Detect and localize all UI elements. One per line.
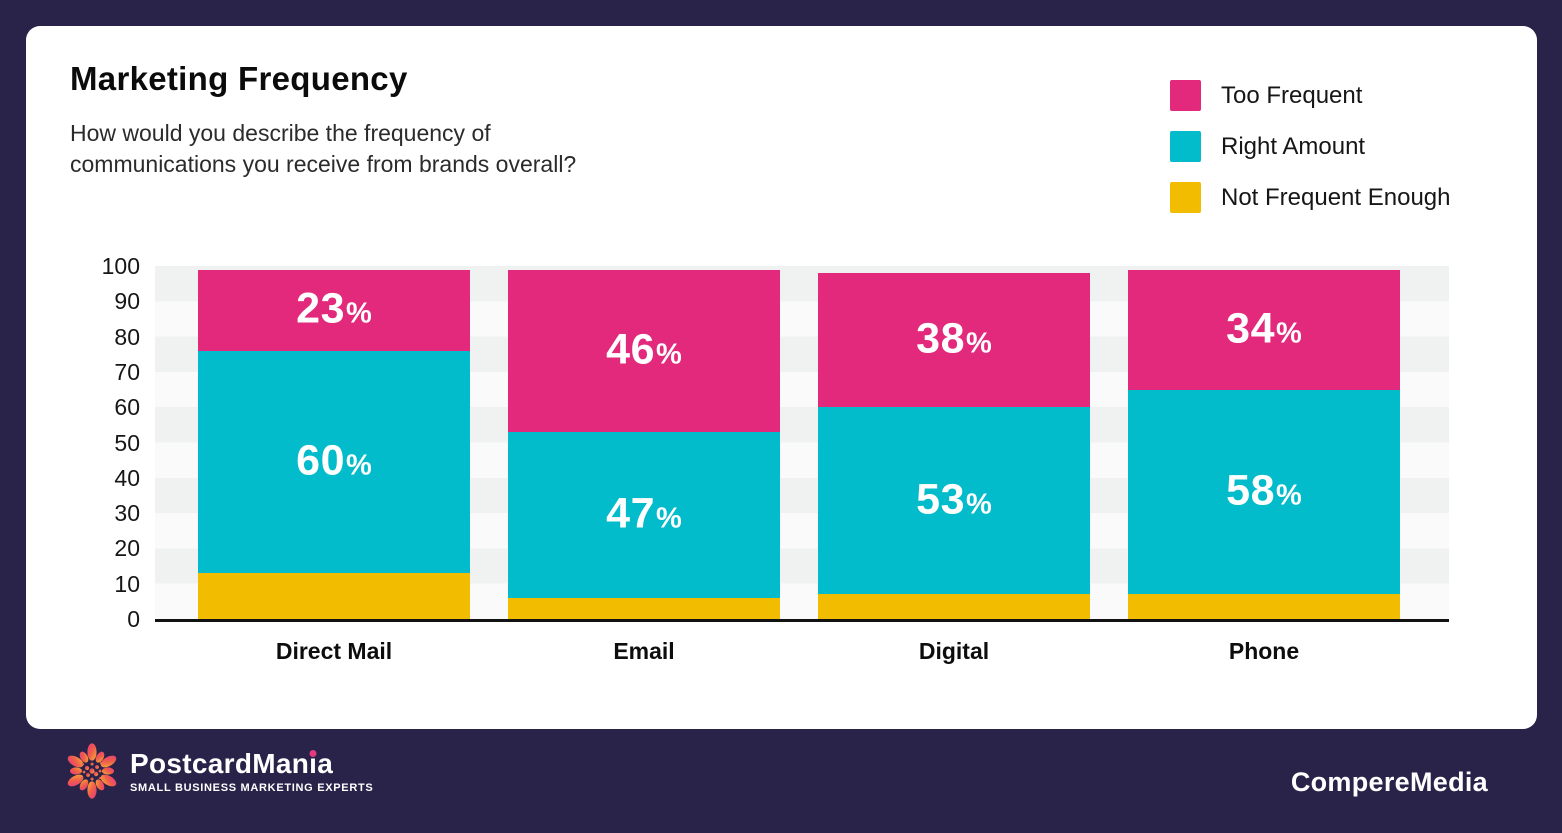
category-label-phone: Phone	[1228, 638, 1300, 664]
y-axis-tick-label: 20	[114, 535, 140, 562]
y-axis-tick-label: 40	[114, 464, 140, 491]
bar-segment-label: 34%	[1128, 304, 1400, 353]
legend-swatch-too-frequent	[1170, 80, 1201, 111]
plot-area: 60% 23% 47% 46% 53% 38% 58% 34%	[155, 266, 1449, 619]
bar-segment-value: 58	[1226, 466, 1276, 515]
bar-segment-label: 47%	[508, 489, 780, 538]
y-axis-tick-label: 80	[114, 323, 140, 350]
bar-phone: 58% 34%	[1128, 269, 1400, 619]
bar-segment-percent-sign: %	[1276, 317, 1302, 350]
comperemedia-logo: CompereMedia	[1290, 767, 1488, 797]
legend-item-too-frequent: Too Frequent	[1170, 80, 1362, 111]
bar-segment-label: 58%	[1128, 466, 1400, 515]
postcardmania-name: PostcardMania	[130, 747, 373, 779]
chart-subtitle-line-1: How would you describe the frequency of	[70, 120, 491, 146]
brand-name-i: i	[309, 747, 318, 779]
bar-segment	[508, 597, 780, 619]
bar-segment-label: 60%	[198, 436, 470, 485]
bar-segment-label: 46%	[508, 325, 780, 374]
bar-segment	[198, 573, 470, 619]
bar-segment: 60%	[198, 350, 470, 574]
legend-label: Not Frequent Enough	[1221, 183, 1451, 211]
legend-label: Right Amount	[1221, 132, 1366, 160]
bar-segment: 47%	[508, 431, 780, 598]
legend-item-not-frequent-enough: Not Frequent Enough	[1170, 182, 1451, 213]
category-label-digital: Digital	[918, 638, 990, 664]
y-axis-tick-label: 100	[101, 253, 140, 279]
bar-segment: 23%	[198, 269, 470, 351]
page-title: Marketing Frequency	[70, 60, 408, 97]
postcardmania-text: PostcardMania SMALL BUSINESS MARKETING E…	[130, 747, 374, 794]
bar-segment-value: 53	[916, 475, 966, 524]
bar-direct-mail: 60% 23%	[198, 269, 470, 619]
brand-tagline: SMALL BUSINESS MARKETING EXPERTS	[130, 781, 374, 794]
bar-segment-value: 34	[1226, 304, 1276, 353]
chart-subtitle-line-2: communications you receive from brands o…	[70, 151, 577, 177]
bar-segment-percent-sign: %	[966, 488, 992, 521]
y-axis-tick-label: 10	[114, 570, 140, 597]
bar-segment	[1128, 594, 1400, 619]
y-axis-tick-label: 90	[114, 288, 140, 315]
bar-segment-label: 23%	[198, 285, 470, 334]
legend-swatch-not-frequent-enough	[1170, 182, 1201, 213]
bar-segment-percent-sign: %	[1276, 479, 1302, 512]
footer-bar: PostcardMania SMALL BUSINESS MARKETING E…	[0, 729, 1562, 833]
y-axis-tick-label: 30	[114, 500, 140, 527]
bar-segment: 34%	[1128, 269, 1400, 390]
legend-item-right-amount: Right Amount	[1170, 131, 1365, 162]
bar-segment-percent-sign: %	[966, 327, 992, 360]
bar-segment-percent-sign: %	[346, 449, 372, 482]
bar-segment-percent-sign: %	[346, 297, 372, 330]
bar-digital: 53% 38%	[818, 273, 1090, 619]
y-axis-tick-label: 0	[127, 606, 140, 632]
bar-segment: 46%	[508, 269, 780, 432]
bar-email: 47% 46%	[508, 269, 780, 619]
bar-segment: 38%	[818, 273, 1090, 408]
brand-name-part: PostcardMan	[130, 747, 310, 779]
bar-segment-value: 60	[296, 436, 346, 485]
bar-segment-value: 46	[606, 325, 656, 374]
x-axis-line	[155, 619, 1449, 622]
postcardmania-flower-icon	[67, 743, 117, 799]
bar-segment-value: 23	[296, 284, 346, 333]
category-label-email: Email	[613, 638, 675, 664]
y-axis-tick-label: 50	[114, 429, 140, 456]
infographic-card: Marketing Frequency How would you descri…	[26, 26, 1537, 729]
brand-name-part: a	[317, 747, 334, 779]
y-axis-tick-label: 70	[114, 358, 140, 385]
bar-segment-percent-sign: %	[656, 502, 682, 535]
chart-subtitle: How would you describe the frequency of …	[70, 118, 576, 180]
bar-segment	[818, 594, 1090, 619]
category-label-direct-mail: Direct Mail	[275, 638, 393, 664]
bar-segment: 53%	[818, 407, 1090, 595]
bar-segment-percent-sign: %	[656, 338, 682, 371]
y-axis-tick-label: 60	[114, 394, 140, 421]
legend-label: Too Frequent	[1221, 81, 1363, 109]
legend-swatch-right-amount	[1170, 131, 1201, 162]
bar-segment-value: 47	[606, 489, 656, 538]
bar-segment-label: 38%	[818, 315, 1090, 364]
postcardmania-brand: PostcardMania SMALL BUSINESS MARKETING E…	[64, 743, 373, 799]
bar-segment: 58%	[1128, 389, 1400, 595]
bar-segment-label: 53%	[818, 475, 1090, 524]
bar-segment-value: 38	[916, 314, 966, 363]
